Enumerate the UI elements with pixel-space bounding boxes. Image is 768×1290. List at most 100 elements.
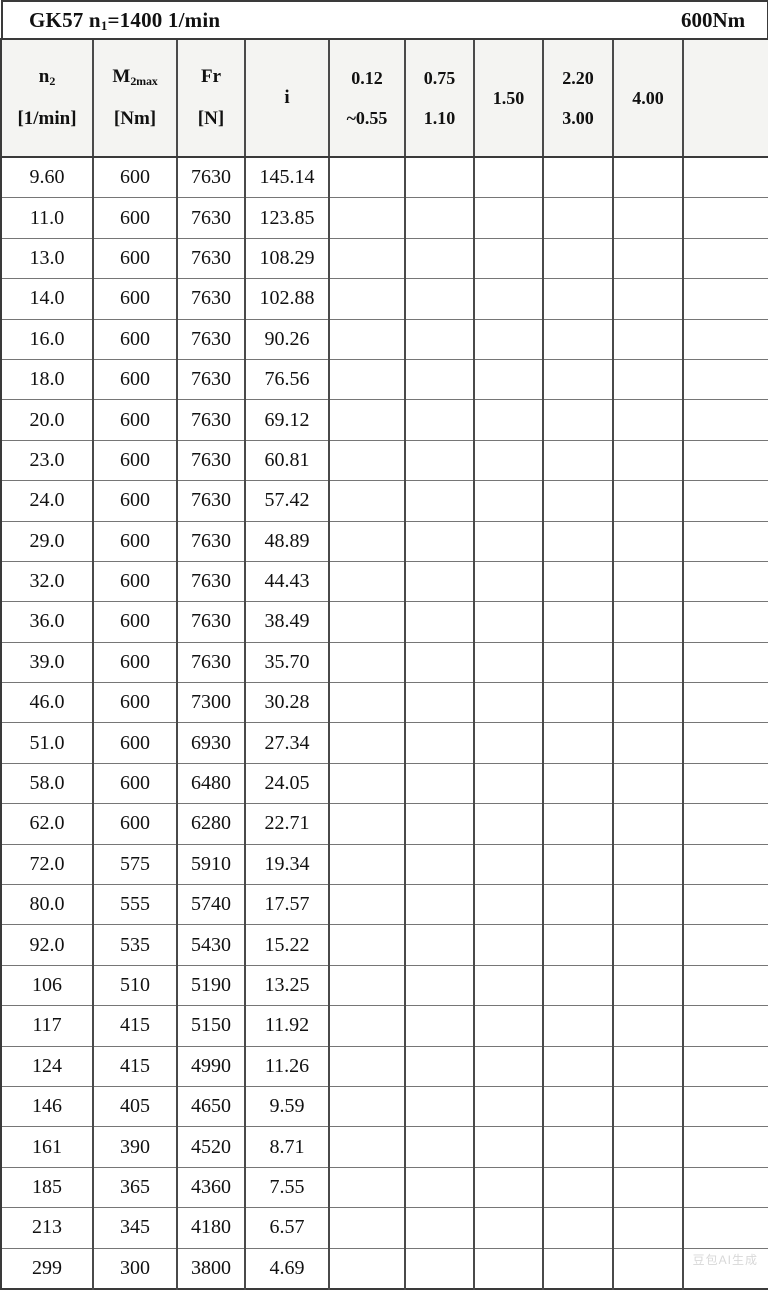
cell-power-0.75-1.10[interactable] [405, 722, 475, 764]
cell-power-0.12-0.55[interactable] [329, 157, 406, 199]
cell-power-4.00[interactable] [613, 399, 684, 441]
cell-power-1.50[interactable] [474, 1046, 544, 1087]
cell-power-0.75-1.10[interactable] [405, 1086, 475, 1128]
cell-power-4.00[interactable] [613, 965, 684, 1007]
cell-power-1.50[interactable] [474, 1126, 544, 1168]
cell-power-0.75-1.10[interactable] [405, 1005, 475, 1047]
cell-power-4.00[interactable] [613, 319, 684, 360]
cell-power-blank[interactable] [683, 561, 768, 603]
cell-power-blank[interactable] [683, 1167, 768, 1209]
cell-power-2.20-3.00[interactable] [543, 1005, 614, 1047]
cell-power-1.50[interactable] [474, 601, 544, 643]
cell-power-0.12-0.55[interactable] [329, 1126, 406, 1168]
cell-power-blank[interactable] [683, 965, 768, 1007]
cell-power-0.12-0.55[interactable] [329, 1207, 406, 1249]
cell-power-2.20-3.00[interactable] [543, 601, 614, 643]
cell-power-2.20-3.00[interactable] [543, 1167, 614, 1209]
cell-power-4.00[interactable] [613, 722, 684, 764]
cell-power-blank[interactable] [683, 1046, 768, 1087]
cell-power-2.20-3.00[interactable] [543, 722, 614, 764]
cell-power-1.50[interactable] [474, 682, 544, 724]
cell-power-1.50[interactable] [474, 1086, 544, 1128]
cell-power-2.20-3.00[interactable] [543, 238, 614, 280]
cell-power-0.12-0.55[interactable] [329, 803, 406, 845]
cell-power-blank[interactable] [683, 884, 768, 926]
cell-power-0.12-0.55[interactable] [329, 521, 406, 562]
cell-power-2.20-3.00[interactable] [543, 803, 614, 845]
cell-power-1.50[interactable] [474, 399, 544, 441]
cell-power-4.00[interactable] [613, 601, 684, 643]
cell-power-0.12-0.55[interactable] [329, 844, 406, 886]
cell-power-2.20-3.00[interactable] [543, 278, 614, 320]
cell-power-4.00[interactable] [613, 440, 684, 482]
cell-power-blank[interactable] [683, 803, 768, 845]
cell-power-blank[interactable] [683, 278, 768, 320]
cell-power-4.00[interactable] [613, 359, 684, 401]
cell-power-1.50[interactable] [474, 965, 544, 1007]
cell-power-4.00[interactable] [613, 763, 684, 805]
cell-power-0.12-0.55[interactable] [329, 722, 406, 764]
cell-power-0.12-0.55[interactable] [329, 1167, 406, 1209]
cell-power-0.75-1.10[interactable] [405, 197, 475, 239]
cell-power-blank[interactable] [683, 924, 768, 966]
cell-power-1.50[interactable] [474, 924, 544, 966]
cell-power-0.12-0.55[interactable] [329, 1248, 406, 1289]
cell-power-0.75-1.10[interactable] [405, 157, 475, 199]
cell-power-1.50[interactable] [474, 763, 544, 805]
cell-power-blank[interactable] [683, 197, 768, 239]
cell-power-2.20-3.00[interactable] [543, 1046, 614, 1087]
cell-power-0.12-0.55[interactable] [329, 763, 406, 805]
cell-power-4.00[interactable] [613, 1248, 684, 1289]
cell-power-4.00[interactable] [613, 682, 684, 724]
cell-power-0.75-1.10[interactable] [405, 1167, 475, 1209]
cell-power-1.50[interactable] [474, 278, 544, 320]
cell-power-0.12-0.55[interactable] [329, 601, 406, 643]
cell-power-0.12-0.55[interactable] [329, 924, 406, 966]
cell-power-1.50[interactable] [474, 803, 544, 845]
cell-power-0.75-1.10[interactable] [405, 601, 475, 643]
cell-power-4.00[interactable] [613, 1005, 684, 1047]
cell-power-blank[interactable] [683, 440, 768, 482]
cell-power-2.20-3.00[interactable] [543, 924, 614, 966]
cell-power-2.20-3.00[interactable] [543, 521, 614, 562]
cell-power-1.50[interactable] [474, 238, 544, 280]
cell-power-0.12-0.55[interactable] [329, 965, 406, 1007]
cell-power-2.20-3.00[interactable] [543, 682, 614, 724]
cell-power-2.20-3.00[interactable] [543, 480, 614, 522]
cell-power-4.00[interactable] [613, 884, 684, 926]
cell-power-0.75-1.10[interactable] [405, 1046, 475, 1087]
cell-power-blank[interactable] [683, 521, 768, 562]
cell-power-4.00[interactable] [613, 1086, 684, 1128]
cell-power-2.20-3.00[interactable] [543, 319, 614, 360]
cell-power-0.75-1.10[interactable] [405, 1248, 475, 1289]
cell-power-blank[interactable] [683, 601, 768, 643]
cell-power-0.12-0.55[interactable] [329, 319, 406, 360]
cell-power-2.20-3.00[interactable] [543, 157, 614, 199]
cell-power-4.00[interactable] [613, 924, 684, 966]
cell-power-0.12-0.55[interactable] [329, 1005, 406, 1047]
cell-power-0.75-1.10[interactable] [405, 238, 475, 280]
cell-power-0.75-1.10[interactable] [405, 1207, 475, 1249]
cell-power-1.50[interactable] [474, 722, 544, 764]
cell-power-blank[interactable] [683, 1248, 768, 1289]
cell-power-4.00[interactable] [613, 561, 684, 603]
cell-power-0.12-0.55[interactable] [329, 359, 406, 401]
cell-power-1.50[interactable] [474, 157, 544, 199]
cell-power-0.12-0.55[interactable] [329, 884, 406, 926]
cell-power-1.50[interactable] [474, 480, 544, 522]
cell-power-blank[interactable] [683, 359, 768, 401]
cell-power-4.00[interactable] [613, 197, 684, 239]
cell-power-blank[interactable] [683, 1126, 768, 1168]
cell-power-0.12-0.55[interactable] [329, 197, 406, 239]
cell-power-0.75-1.10[interactable] [405, 884, 475, 926]
cell-power-0.75-1.10[interactable] [405, 319, 475, 360]
cell-power-4.00[interactable] [613, 157, 684, 199]
cell-power-2.20-3.00[interactable] [543, 642, 614, 684]
cell-power-2.20-3.00[interactable] [543, 1248, 614, 1289]
cell-power-blank[interactable] [683, 1207, 768, 1249]
cell-power-1.50[interactable] [474, 440, 544, 482]
cell-power-0.75-1.10[interactable] [405, 359, 475, 401]
cell-power-4.00[interactable] [613, 803, 684, 845]
cell-power-4.00[interactable] [613, 1046, 684, 1087]
cell-power-0.75-1.10[interactable] [405, 965, 475, 1007]
